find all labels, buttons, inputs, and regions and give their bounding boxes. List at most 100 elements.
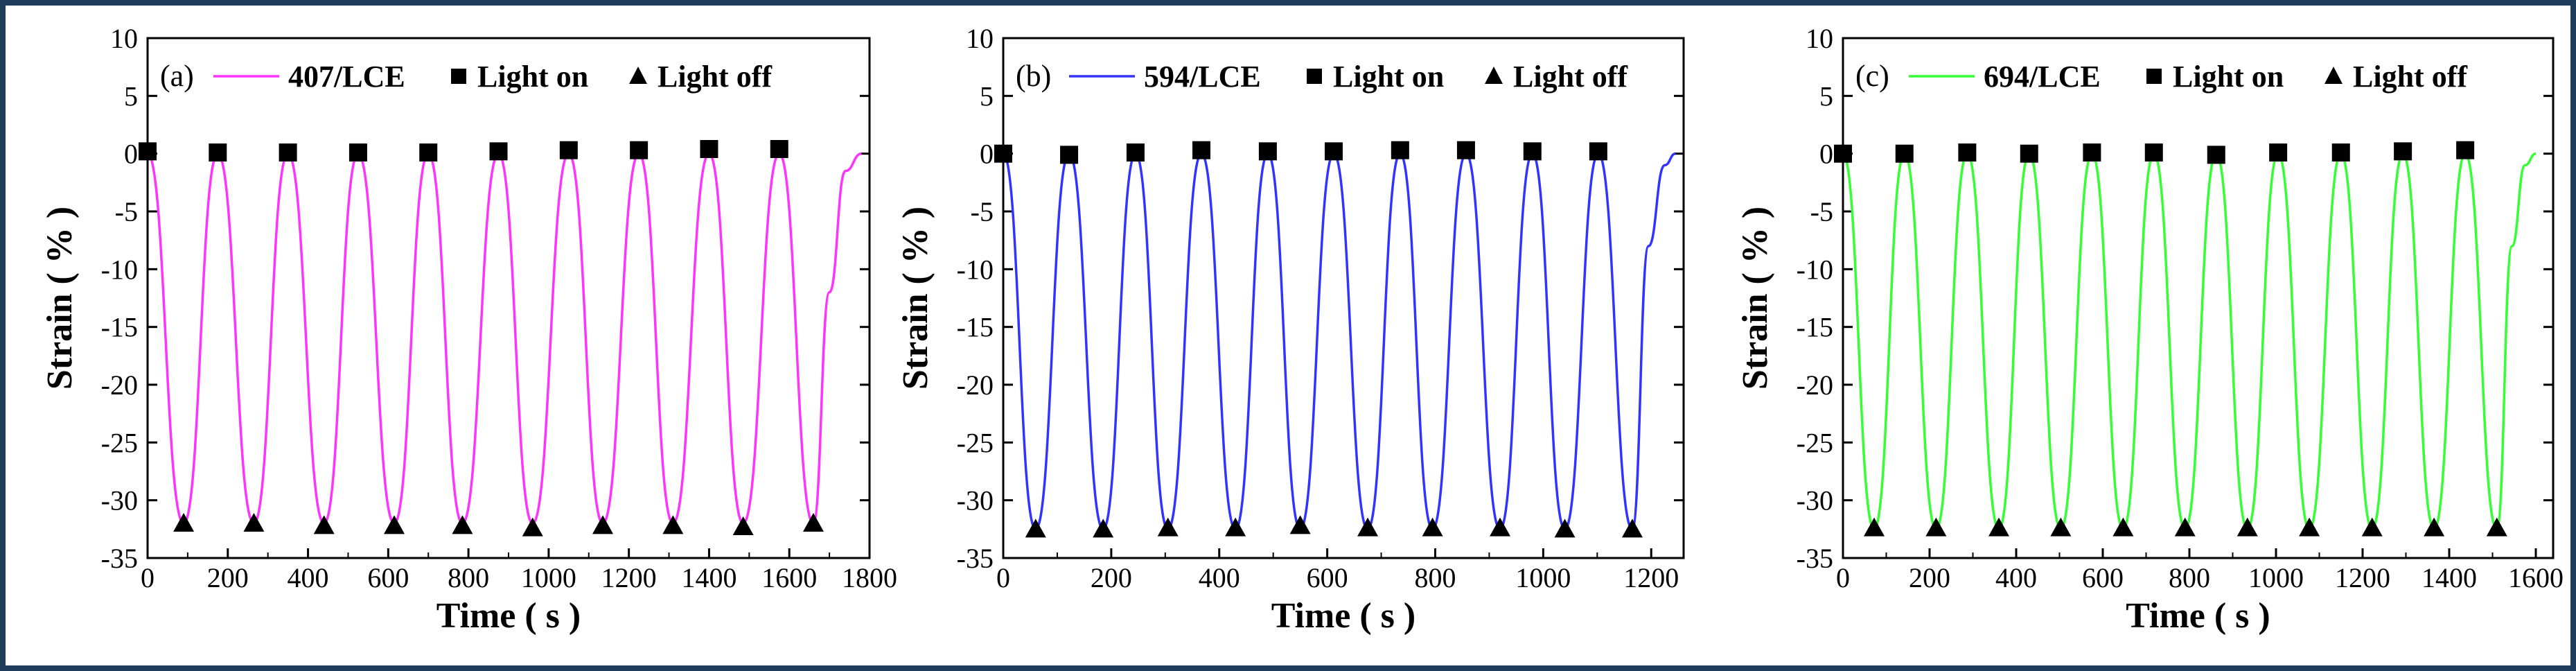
light-off-marker	[1225, 517, 1246, 537]
light-on-marker	[1834, 144, 1852, 163]
x-tick-label: 1600	[761, 562, 817, 593]
light-off-marker	[173, 513, 195, 532]
legend-light-on-marker	[451, 69, 466, 84]
light-on-marker	[2456, 141, 2475, 159]
light-off-marker	[313, 515, 335, 534]
light-off-marker	[2299, 517, 2320, 537]
panels: 0 200 400 600 800 1000 1200 1400 1600 18001050-5-…	[40, 23, 2564, 636]
x-tick-label: 1200	[2335, 562, 2390, 593]
y-tick-label: 5	[124, 80, 138, 112]
chart-panel-b: 0 200 400 600 800 1000 1200 10 5 0 -5 -10 -15 -20 -25 -…	[896, 23, 1685, 636]
y-tick-label: -20	[101, 369, 138, 401]
light-on-marker	[1589, 142, 1607, 161]
light-on-marker	[1456, 141, 1475, 159]
light-on-marker	[559, 141, 578, 159]
light-on-marker	[2269, 143, 2288, 162]
y-tick-label: -20	[1797, 369, 1833, 401]
light-off-marker	[1621, 518, 1643, 538]
y-tick-label: -35	[101, 543, 138, 574]
chart-panel-a: 0 200 400 600 800 1000 1200 1400 1600 1800 10 5 0 -5 -…	[40, 23, 897, 636]
light-on-marker	[1258, 142, 1277, 161]
legend-light-off-label: Light off	[2353, 60, 2468, 94]
light-on-marker	[1324, 142, 1343, 161]
y-tick-label: -15	[101, 312, 138, 343]
y-tick-label: -15	[957, 312, 994, 343]
light-off-marker	[2237, 517, 2258, 537]
y-tick-label: 5	[980, 80, 994, 112]
y-tick-label: 0	[1819, 139, 1833, 170]
x-tick-label: 1200	[1623, 562, 1679, 593]
light-off-marker	[2486, 517, 2507, 537]
y-tick-label: -5	[1810, 196, 1833, 227]
light-off-marker	[1357, 517, 1379, 537]
y-tick-label: -5	[971, 196, 994, 227]
x-axis-title: Time ( s )	[2126, 596, 2270, 636]
light-off-marker	[802, 513, 824, 532]
legend-series-name: 594/LCE	[1144, 60, 1261, 94]
panel-label: (a)	[160, 59, 194, 93]
light-off-marker	[243, 513, 265, 532]
x-tick-label: 600	[367, 562, 409, 593]
legend-series-name: 407/LCE	[288, 60, 405, 94]
light-off-marker	[2174, 517, 2196, 537]
x-tick-label: 200	[1091, 562, 1132, 593]
light-off-marker	[1925, 517, 1947, 537]
light-on-marker	[2083, 143, 2101, 162]
light-off-marker	[1988, 517, 2009, 537]
x-tick-label: 200	[1909, 562, 1950, 593]
light-on-marker	[349, 143, 367, 162]
light-on-marker	[489, 142, 508, 161]
light-on-marker	[994, 144, 1012, 163]
light-on-marker	[1958, 143, 1977, 162]
y-tick-label: 10	[966, 23, 994, 54]
y-tick-label: 0	[124, 139, 138, 170]
plot-frame	[1842, 37, 2555, 559]
light-off-marker	[1157, 517, 1179, 537]
x-tick-label: 1200	[601, 562, 657, 593]
y-tick-label: -35	[957, 543, 994, 574]
light-off-marker	[662, 515, 684, 534]
chart-panel-c: 0 200 400 600 800 1000 1200 1400 1600 10 5 0 -5 -10 -1…	[1736, 23, 2564, 636]
y-tick-label: -30	[957, 485, 994, 516]
y-tick-label: 10	[1806, 23, 1833, 54]
y-tick-label: -10	[1797, 254, 1833, 285]
series-line	[1002, 152, 1676, 531]
light-off-marker	[1554, 518, 1576, 538]
light-on-marker	[1192, 141, 1211, 159]
x-axis-title: Time ( s )	[436, 596, 581, 636]
x-tick-label: 1600	[2508, 562, 2564, 593]
light-off-marker	[732, 516, 754, 535]
x-tick-label: 0	[141, 562, 155, 593]
y-tick-label: -10	[957, 254, 994, 285]
y-tick-label: -15	[1797, 312, 1833, 343]
plot-frame	[1002, 37, 1685, 559]
y-axis-title: Strain ( % )	[40, 207, 80, 390]
legend-light-on-label: Light on	[2173, 60, 2284, 94]
light-on-marker	[279, 143, 297, 162]
x-tick-label: 200	[207, 562, 249, 593]
light-off-marker	[452, 515, 473, 534]
x-tick-label: 1400	[681, 562, 736, 593]
legend-light-off-label: Light off	[1513, 60, 1628, 94]
y-tick-label: 5	[1819, 80, 1833, 112]
light-off-marker	[522, 517, 543, 537]
light-off-marker	[1093, 518, 1114, 538]
x-tick-label: 1000	[2248, 562, 2304, 593]
x-tick-label: 600	[2082, 562, 2124, 593]
y-tick-label: -35	[1797, 543, 1833, 574]
light-off-marker	[384, 515, 405, 534]
legend-light-on-marker	[1307, 69, 1322, 84]
series-line	[146, 152, 862, 525]
x-tick-label: 400	[1199, 562, 1240, 593]
light-off-marker	[1289, 515, 1311, 534]
legend-series-name: 694/LCE	[1984, 60, 2101, 94]
x-tick-label: 400	[288, 562, 329, 593]
x-tick-label: 400	[1995, 562, 2037, 593]
light-off-marker	[2424, 517, 2445, 537]
y-tick-label: 10	[110, 23, 138, 54]
x-tick-label: 1400	[2421, 562, 2477, 593]
x-tick-label: 800	[2169, 562, 2210, 593]
light-off-marker	[1864, 517, 1885, 537]
y-tick-label: -5	[115, 196, 138, 227]
legend-light-off-marker	[1485, 67, 1503, 84]
